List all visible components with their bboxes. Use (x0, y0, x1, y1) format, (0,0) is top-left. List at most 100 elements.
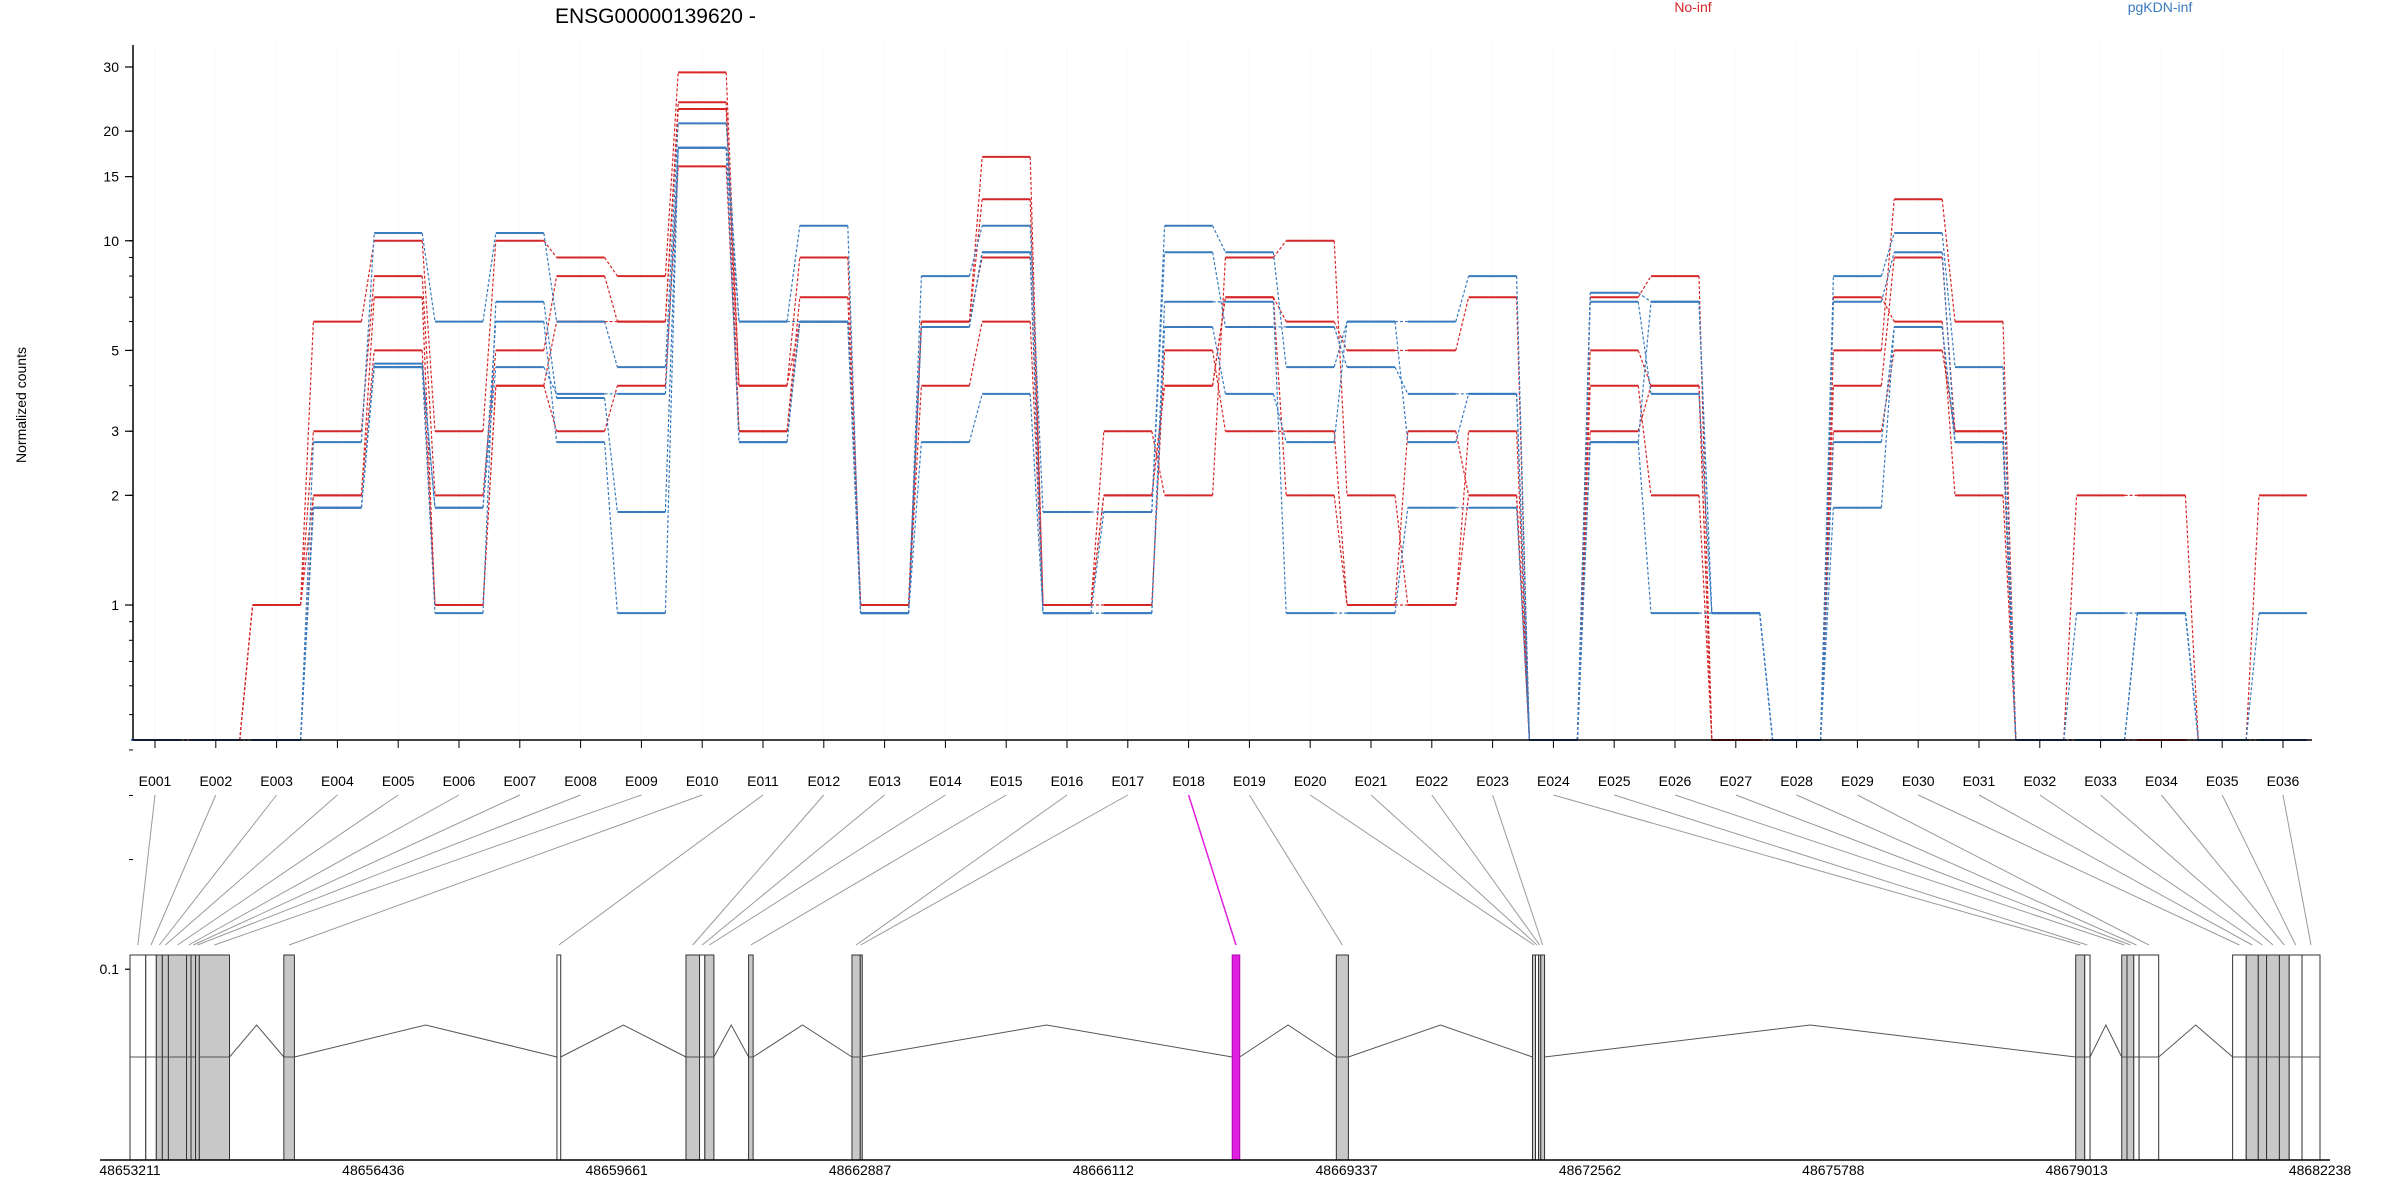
y-axis-label: Normalized counts (13, 347, 29, 463)
connector (908, 326, 922, 614)
exon-connector (158, 794, 277, 946)
connector (300, 321, 314, 606)
connector (543, 301, 558, 399)
x-tick-label: E007 (503, 773, 536, 789)
connector (1880, 326, 1895, 508)
x-tick-label: E015 (990, 773, 1023, 789)
connector (482, 367, 497, 508)
x-tick-label: E033 (2084, 773, 2117, 789)
connector (1759, 613, 1774, 741)
connector (968, 156, 983, 322)
exon-connector (2282, 794, 2312, 946)
connector (1516, 431, 1530, 741)
x-tick-label: E029 (1841, 773, 1874, 789)
exon-connector (1431, 794, 1541, 946)
connector (1637, 350, 1652, 386)
x-tick-label: E012 (807, 773, 840, 789)
intron (2158, 1024, 2233, 1058)
x-tick-label: E019 (1233, 773, 1266, 789)
connector (1698, 393, 1713, 614)
exon-box (556, 954, 562, 1161)
coordinate-label: 48672562 (1559, 1162, 1622, 1178)
connector (1455, 275, 1470, 322)
connector (604, 385, 618, 432)
exon-connector (1796, 794, 2137, 946)
connector (1637, 275, 1652, 298)
connector (421, 367, 436, 508)
connector (1637, 301, 1652, 394)
exon-connector (1614, 794, 2088, 946)
legend-entry-pgkdn-inf: pgKDN-inf (2128, 0, 2193, 15)
connector (360, 297, 375, 496)
x-tick-label: E030 (1902, 773, 1935, 789)
connector (2124, 613, 2138, 741)
connector (1516, 276, 1530, 741)
coordinate-label: 48682238 (2289, 1162, 2352, 1178)
connector (482, 301, 497, 614)
x-tick-label: E001 (139, 773, 172, 789)
legend: No-inf pgKDN-inf (1674, 0, 2192, 15)
connector (482, 240, 497, 432)
connector (1151, 385, 1166, 496)
exon-connector (288, 794, 703, 946)
connector (1029, 257, 1044, 606)
x-tick-label: E003 (260, 773, 293, 789)
connector (1880, 232, 1895, 277)
connector (1212, 297, 1226, 386)
coordinate-label: 48679013 (2046, 1162, 2109, 1178)
connector (360, 367, 375, 508)
connector (1151, 252, 1166, 513)
connector (1272, 296, 1287, 322)
connector (1820, 507, 1834, 741)
exon-connector (214, 794, 642, 946)
connector (786, 257, 801, 386)
y-tick-label: 15 (103, 169, 119, 185)
x-tick-label: E036 (2267, 773, 2300, 789)
coordinate-label: 48659661 (586, 1162, 649, 1178)
connector (1455, 393, 1470, 443)
connector (1333, 326, 1348, 368)
connector (1576, 442, 1591, 741)
connector (300, 442, 314, 741)
connector (2184, 613, 2199, 741)
connector (421, 240, 436, 432)
x-tick-label: E002 (199, 773, 232, 789)
x-tick-label: E024 (1537, 773, 1570, 789)
gene-model: 48653211 48656436 48659661 48662887 48666112… (99, 954, 2352, 1178)
exon-connector (1309, 794, 1535, 946)
connector (1333, 431, 1348, 606)
connector (1576, 442, 1591, 741)
connector (300, 495, 314, 606)
x-tick-label: E026 (1659, 773, 1692, 789)
connector (1880, 350, 1895, 432)
series-pgKDN-inf-3 (131, 146, 2307, 741)
exon-connector (558, 794, 764, 946)
connector (2184, 613, 2199, 741)
connector (1151, 431, 1166, 496)
connector (604, 275, 618, 322)
exon-connector (750, 794, 1007, 946)
connector (1941, 233, 1956, 368)
connector (1455, 495, 1470, 606)
connector (1151, 301, 1166, 614)
x-tick-label: E008 (564, 773, 597, 789)
x-tick-label: E006 (443, 773, 476, 789)
y-tick-label: 30 (103, 59, 119, 75)
connector (968, 199, 983, 322)
connector (968, 321, 983, 386)
chart-title: ENSG00000139620 - (555, 5, 756, 28)
connector (1272, 252, 1287, 368)
connector (1455, 297, 1470, 351)
exon-connector (1857, 794, 2150, 946)
connector (2184, 613, 2199, 741)
connector (1880, 257, 1895, 386)
connector (908, 442, 922, 614)
exon-connector (860, 794, 1129, 946)
exon-connector (165, 794, 338, 946)
connector (2002, 495, 2017, 741)
exon-connector (855, 794, 1068, 946)
x-tick-label: E028 (1780, 773, 1813, 789)
exon-connector (1674, 794, 2125, 946)
connector (1698, 276, 1713, 741)
intron (713, 1023, 750, 1058)
